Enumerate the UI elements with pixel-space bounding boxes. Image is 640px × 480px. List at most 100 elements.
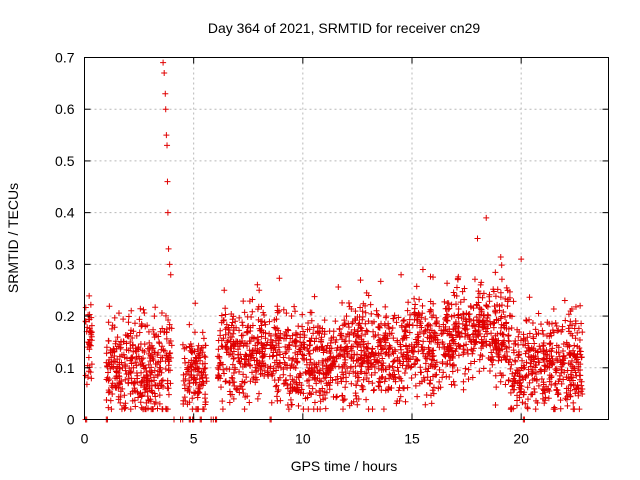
data-point [483,317,490,324]
data-point [111,314,118,321]
data-point [505,359,512,366]
data-point [319,343,326,350]
data-point [294,358,301,365]
data-point [156,392,163,399]
data-point [129,335,136,342]
data-point [233,386,240,393]
data-point [452,328,459,335]
axis-ticks [84,57,609,420]
data-point [341,396,348,403]
data-point [323,389,330,396]
data-point [393,319,400,326]
data-point [283,335,290,342]
data-point [411,361,418,368]
data-point [160,347,167,354]
data-point [342,384,349,391]
data-point [316,370,323,377]
data-point [145,361,152,368]
data-point [377,278,384,285]
data-point [527,347,534,354]
data-point [118,377,125,384]
data-point [365,406,372,413]
data-point [535,382,542,389]
data-point [128,360,135,367]
data-point [254,306,261,313]
data-point [416,311,423,318]
data-point [498,357,505,364]
data-point [492,308,499,315]
data-point [106,303,113,310]
data-point [260,309,267,316]
data-point [533,331,540,338]
data-point [401,370,408,377]
data-point [359,316,366,323]
data-point [254,334,261,341]
data-point [417,364,424,371]
data-point [494,349,501,356]
data-point [558,328,565,335]
y-tick-label: 0.2 [55,308,75,324]
data-point [84,344,91,351]
data-point [217,360,224,367]
data-point [316,387,323,394]
data-point [270,368,277,375]
data-point [554,327,561,334]
data-point [193,379,200,386]
data-point [360,300,367,307]
data-point [159,343,166,350]
data-point [365,378,372,385]
data-point [540,395,546,402]
data-point [467,304,474,311]
data-point [229,391,236,398]
data-point [196,365,203,372]
data-point [321,317,328,324]
data-point [467,338,474,345]
data-point [548,320,555,327]
data-point [354,357,361,364]
data-point [87,301,94,308]
data-point [105,404,112,411]
data-point [412,382,419,389]
data-point [504,303,511,310]
data-point [455,352,462,359]
data-point [141,341,148,348]
data-point [183,370,190,377]
data-point [492,293,499,300]
data-point [252,364,259,371]
data-point [460,351,467,358]
data-point [465,376,472,383]
data-point [475,318,482,325]
data-point [541,389,548,396]
data-point [161,348,168,355]
data-point [287,388,294,395]
data-point [120,402,127,409]
data-point [202,354,209,361]
data-point [382,375,389,382]
data-point [546,364,553,371]
data-point [418,324,425,331]
data-point [428,400,435,407]
data-point [382,314,389,321]
data-point [352,392,359,399]
data-point [300,344,307,351]
data-point [239,332,246,339]
data-point [262,345,269,352]
data-point [420,374,427,381]
data-point [484,331,491,338]
data-point [127,406,134,413]
data-point [299,351,306,358]
data-point [162,366,169,373]
data-point [436,366,443,373]
data-point [266,318,273,325]
data-point [410,344,417,351]
data-point [466,333,473,340]
data-point [351,315,358,322]
data-point [311,293,318,300]
data-point [555,344,562,351]
data-point [450,289,457,296]
data-point [276,308,283,315]
data-point [450,361,457,368]
data-point [497,370,504,377]
data-point [550,329,557,336]
data-point [386,342,393,349]
